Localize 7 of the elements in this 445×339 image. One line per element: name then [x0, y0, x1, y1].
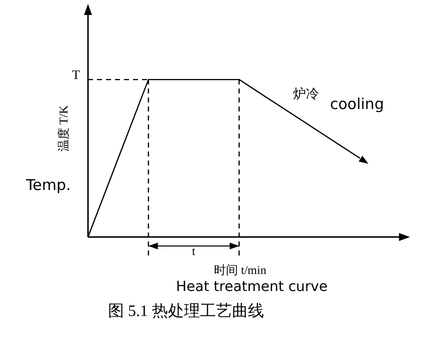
text: Temp.	[26, 176, 71, 194]
x-axis-title: 时间 t/min	[214, 262, 266, 279]
text: t	[192, 244, 196, 259]
ref-line-label: T	[72, 66, 80, 82]
text: Heat treatment curve	[176, 279, 328, 295]
text: 图 5.1 热处理工艺曲线	[108, 302, 264, 322]
y-axis-title: 温度 T/K	[56, 104, 72, 152]
